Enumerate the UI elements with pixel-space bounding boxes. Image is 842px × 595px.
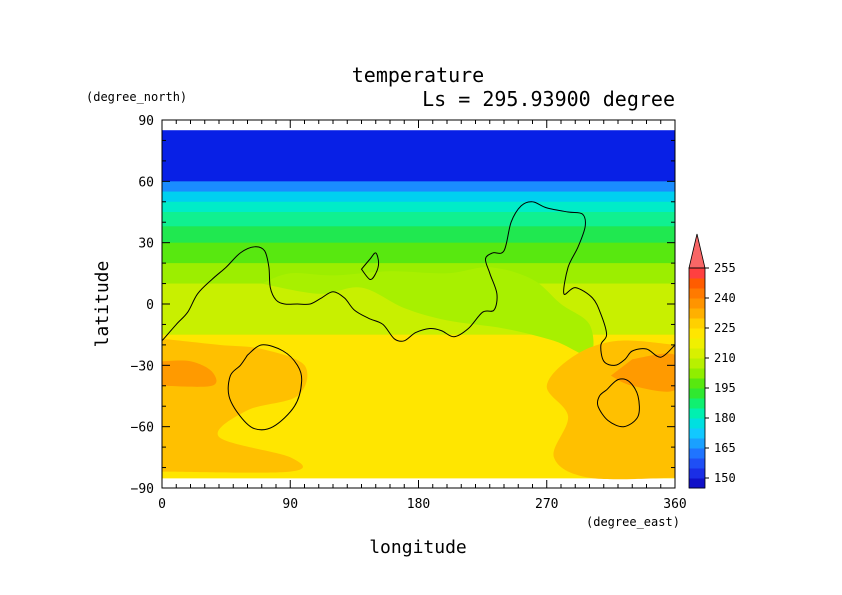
x-tick-label: 270	[535, 497, 558, 512]
colorbar-label: 255	[714, 261, 736, 275]
y-tick-label: 90	[138, 114, 154, 129]
colorbar-cell	[689, 458, 705, 469]
colorbar-cell	[689, 428, 705, 439]
chart-title: temperature	[352, 63, 484, 87]
heatmap-field	[162, 130, 675, 480]
colorbar-cell	[689, 408, 705, 419]
temperature-band-6	[162, 242, 675, 264]
chart-subtitle: Ls = 295.93900 degree	[422, 87, 675, 111]
temperature-region-3	[162, 360, 217, 387]
colorbar-label: 225	[714, 321, 736, 335]
colorbar-extend-triangle	[688, 233, 706, 269]
x-axis-label: longitude	[369, 537, 467, 558]
x-tick-label: 360	[663, 497, 686, 512]
colorbar-cell	[689, 448, 705, 459]
colorbar-frame	[688, 267, 706, 489]
y-tick-label: −60	[131, 421, 154, 436]
colorbar-label: 210	[714, 351, 736, 365]
colorbar-label: 195	[714, 381, 736, 395]
y-tick-label: 0	[146, 298, 154, 313]
colorbar-cell	[689, 438, 705, 449]
colorbar-cell	[689, 318, 705, 329]
x-tick-label: 90	[282, 497, 298, 512]
contour-crater-west	[227, 344, 303, 431]
contour-lines	[162, 201, 675, 431]
colorbar-cell	[689, 468, 705, 479]
y-tick-label: −90	[131, 482, 154, 497]
temperature-band-3	[162, 201, 675, 213]
plot-axes: 0 90 180 270 360 90 60 30 0 −30 −60 −90	[131, 114, 687, 512]
temperature-band-2	[162, 191, 675, 203]
colorbar: 150 165 180 195 210 225 240 255	[688, 233, 736, 489]
colorbar-label: 150	[714, 471, 736, 485]
temperature-band-0	[162, 130, 675, 182]
x-units-label: (degree_east)	[586, 515, 680, 529]
colorbar-label: 240	[714, 291, 736, 305]
colorbar-cell	[689, 348, 705, 359]
y-tick-label: 30	[138, 237, 154, 252]
x-tick-label: 180	[407, 497, 430, 512]
temperature-band-5	[162, 226, 675, 244]
y-axis-label: latitude	[92, 261, 113, 348]
colorbar-cell	[689, 358, 705, 369]
colorbar-cell	[689, 378, 705, 389]
colorbar-cell	[689, 268, 705, 279]
y-tick-label: −30	[131, 359, 154, 374]
temperature-band-1	[162, 181, 675, 193]
colorbar-label: 165	[714, 441, 736, 455]
contour-crater-east	[596, 378, 640, 428]
contour-continent	[162, 201, 675, 366]
colorbar-label: 180	[714, 411, 736, 425]
colorbar-cell	[689, 368, 705, 379]
colorbar-cell	[689, 398, 705, 409]
temperature-band-4	[162, 212, 675, 227]
colorbar-cell	[689, 308, 705, 319]
colorbar-cell	[689, 338, 705, 349]
contour-island	[360, 252, 380, 281]
colorbar-cell	[689, 478, 705, 489]
colorbar-cell	[689, 278, 705, 289]
colorbar-cell	[689, 388, 705, 399]
y-units-label: (degree_north)	[86, 90, 187, 104]
colorbar-cell	[689, 288, 705, 299]
colorbar-cell	[689, 298, 705, 309]
colorbar-cell	[689, 328, 705, 339]
x-tick-label: 0	[158, 497, 166, 512]
temperature-region-4	[610, 353, 675, 392]
colorbar-cell	[689, 418, 705, 429]
y-tick-label: 60	[138, 175, 154, 190]
temperature-region-0	[261, 267, 594, 356]
